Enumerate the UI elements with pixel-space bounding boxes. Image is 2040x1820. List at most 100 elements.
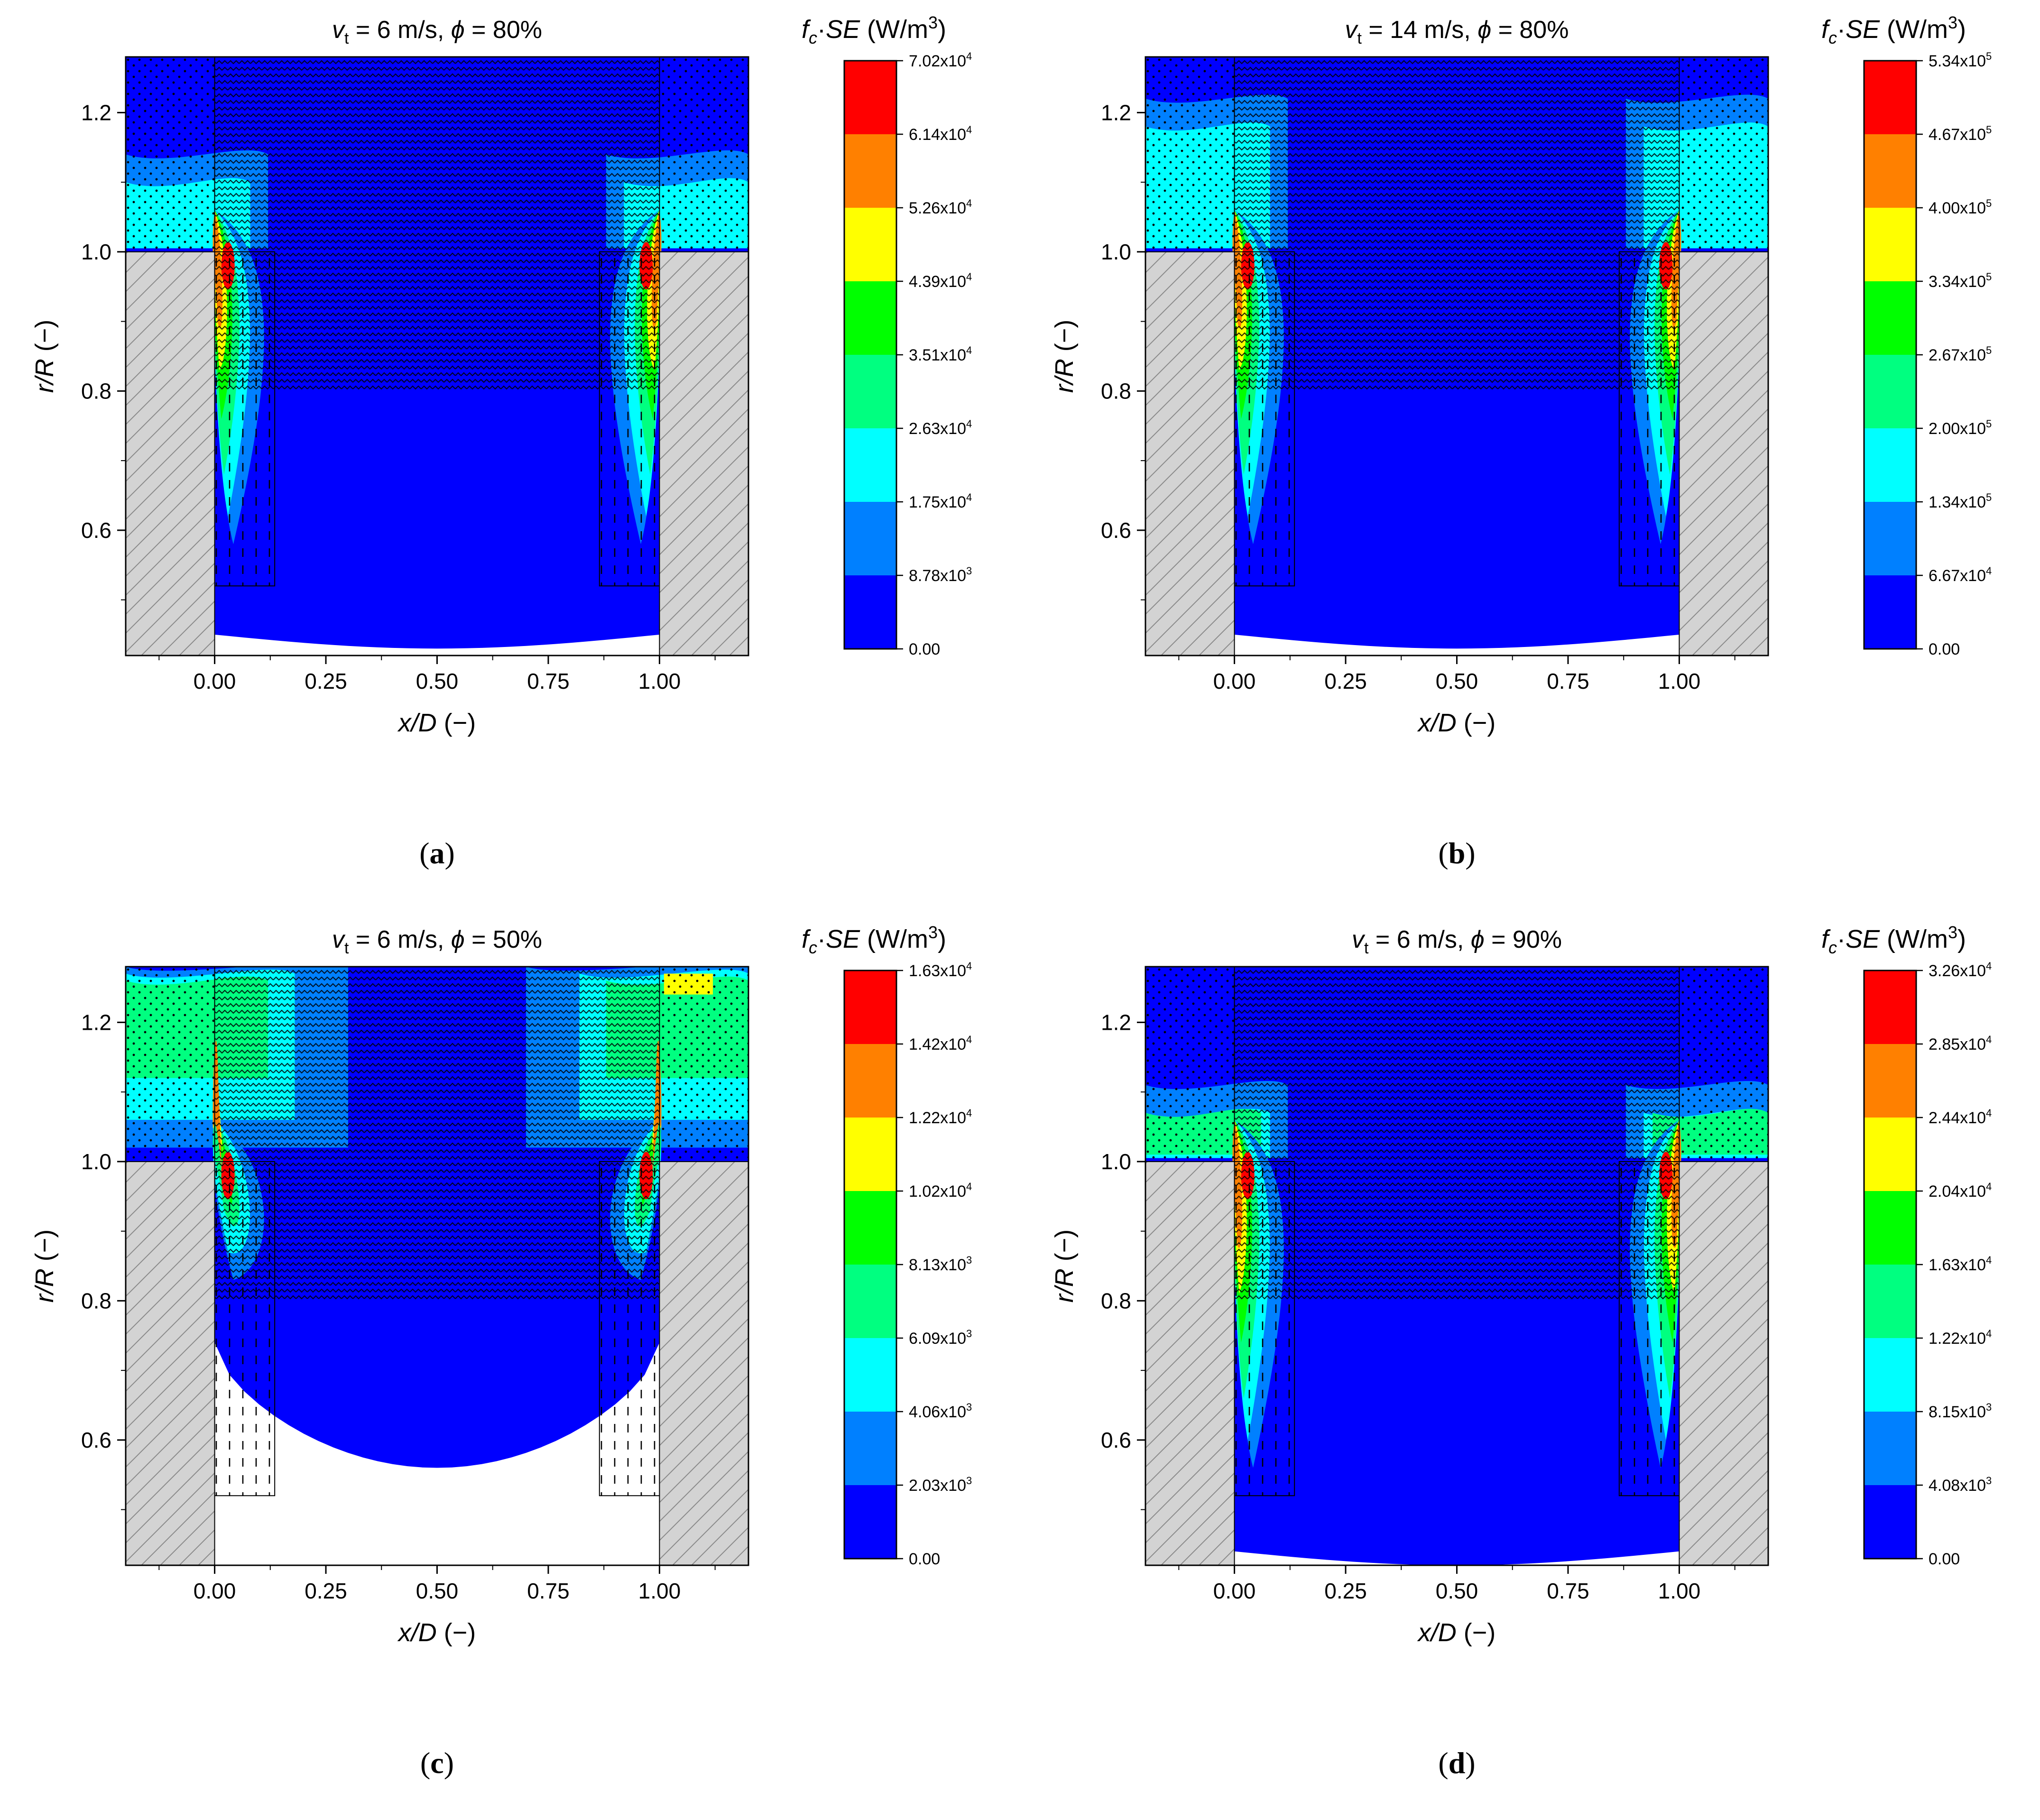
panel-a: vt = 6 m/s, ϕ = 80% 0.00 0.25 0.50 0.75 1.00 0…	[0, 0, 1020, 910]
region-dash-right	[1618, 251, 1680, 587]
colorbar-label: 6.67x104	[1929, 565, 1992, 585]
x-tick-label: 1.00	[638, 669, 681, 693]
colorbar-title: fc·SE (W/m3)	[1821, 13, 1966, 47]
colorbar-segment	[844, 1412, 896, 1485]
colorbar-segment	[1864, 1485, 1916, 1559]
colorbar-label: 4.08x103	[1929, 1475, 1992, 1495]
region-dash-left	[1234, 1161, 1295, 1497]
colorbar-segment	[1864, 1338, 1916, 1412]
y-axis-label: r/R (−)	[30, 320, 59, 393]
wall-left	[126, 251, 215, 656]
colorbar-label: 2.03x103	[909, 1475, 972, 1495]
colorbar-label: 4.00x105	[1929, 197, 1992, 217]
region-dots-left	[126, 57, 215, 252]
colorbar-label: 4.67x105	[1929, 124, 1992, 144]
x-tick-label: 0.25	[1324, 1579, 1367, 1603]
colorbar-segment	[844, 208, 896, 281]
colorbar-label: 0.00	[1929, 1550, 1960, 1568]
y-tick-label: 1.0	[81, 1149, 111, 1174]
y-tick-label: 1.0	[81, 240, 111, 264]
colorbar-segment	[1864, 208, 1916, 281]
colorbar-label: 1.22x104	[1929, 1328, 1992, 1348]
colorbar-label: 2.04x104	[1929, 1181, 1992, 1201]
region-dots-left	[1145, 967, 1235, 1162]
x-axis-label: x/D (−)	[1417, 1618, 1496, 1647]
colorbar-label: 2.63x104	[909, 418, 972, 438]
region-dash-left	[1234, 251, 1295, 587]
plot-area	[1145, 57, 1768, 656]
y-tick-label: 0.6	[1101, 518, 1131, 543]
region-zigzag	[1234, 967, 1680, 1301]
y-tick-label: 1.0	[1101, 1149, 1131, 1174]
colorbar-label: 1.63x104	[1929, 1254, 1992, 1274]
region-dots-right	[1679, 967, 1768, 1162]
chart-title: vt = 6 m/s, ϕ = 90%	[1352, 926, 1562, 957]
y-tick-label: 0.6	[1101, 1428, 1131, 1452]
x-axis-label: x/D (−)	[397, 1618, 476, 1647]
region-dots-left	[126, 967, 215, 1162]
colorbar-segment	[1864, 134, 1916, 208]
colorbar-segment	[1864, 428, 1916, 502]
x-tick-label: 0.75	[527, 669, 570, 693]
x-tick-label: 0.00	[194, 1579, 236, 1603]
region-dash-right	[599, 251, 660, 587]
x-tick-label: 0.75	[1547, 1579, 1589, 1603]
y-tick-label: 0.6	[81, 518, 111, 543]
colorbar-segment	[844, 1338, 896, 1412]
chart-title: vt = 14 m/s, ϕ = 80%	[1345, 16, 1569, 47]
colorbar-segment	[844, 1118, 896, 1191]
chart-svg: vt = 14 m/s, ϕ = 80%0.00 0.25 0.50 0.75 1.00…	[1050, 13, 1992, 870]
colorbar-segment	[844, 575, 896, 649]
y-axis-label: r/R (−)	[1050, 320, 1079, 393]
colorbar-segment	[844, 428, 896, 502]
wall-left	[1145, 1161, 1235, 1565]
wall-right	[659, 1161, 748, 1565]
y-tick-label: 0.8	[81, 379, 111, 403]
colorbar-segment	[1864, 281, 1916, 355]
x-tick-label: 0.25	[305, 1579, 347, 1603]
colorbar-label: 0.00	[909, 640, 940, 658]
y-tick-label: 0.6	[81, 1428, 111, 1452]
y-axis-label: r/R (−)	[30, 1229, 59, 1303]
colorbar-label: 2.00x105	[1929, 418, 1992, 438]
chart-title: vt = 6 m/s, ϕ = 80%	[332, 16, 542, 47]
colorbar-segment	[1864, 575, 1916, 649]
colorbar-label: 8.15x103	[1929, 1401, 1992, 1421]
region-zigzag	[214, 967, 660, 1301]
colorbar-segment	[844, 61, 896, 134]
colorbar-label: 7.02x104	[909, 50, 972, 70]
colorbar-segment	[1864, 1118, 1916, 1191]
colorbar-title: fc·SE (W/m3)	[802, 923, 946, 957]
x-tick-label: 0.50	[416, 1579, 459, 1603]
colorbar-segment	[1864, 1044, 1916, 1118]
x-axis-label: x/D (−)	[397, 709, 476, 737]
region-dots-right	[1679, 57, 1768, 252]
colorbar-segment	[844, 970, 896, 1044]
y-tick-label: 1.2	[81, 100, 111, 125]
y-tick-label: 0.8	[81, 1288, 111, 1313]
colorbar-label: 1.22x104	[909, 1107, 972, 1127]
panel-caption: (d)	[1438, 1746, 1475, 1780]
region-dash-left	[214, 1161, 276, 1497]
y-tick-label: 1.2	[1101, 100, 1131, 125]
colorbar-label: 5.26x104	[909, 197, 972, 217]
colorbar-label: 2.67x105	[1929, 344, 1992, 364]
x-tick-label: 0.75	[1547, 669, 1589, 693]
colorbar-label: 0.00	[909, 1550, 940, 1568]
colorbar-segment	[1864, 970, 1916, 1044]
colorbar-label: 4.06x103	[909, 1401, 972, 1421]
colorbar-label: 3.51x104	[909, 344, 972, 364]
wall-right	[1679, 251, 1768, 656]
colorbar-label: 2.85x104	[1929, 1034, 1992, 1053]
colorbar-segment	[844, 134, 896, 208]
region-dots-left	[1145, 57, 1235, 252]
chart-svg: vt = 6 m/s, ϕ = 50% 0.00 0.25 0.50 0.75 1.00 0…	[30, 923, 972, 1780]
panel-d: vt = 6 m/s, ϕ = 90% 0.00 0.25 0.50 0.75 1.00 0…	[1020, 910, 2040, 1820]
panel-b: vt = 14 m/s, ϕ = 80% 0.00 0.25 0.50 0.75 1.00…	[1020, 0, 2040, 910]
colorbar-label: 3.26x104	[1929, 960, 1992, 980]
plot-area	[126, 57, 748, 656]
x-tick-label: 0.00	[1213, 669, 1256, 693]
y-tick-label: 1.0	[1101, 240, 1131, 264]
x-tick-label: 0.50	[416, 669, 459, 693]
colorbar-label: 1.34x105	[1929, 491, 1992, 511]
